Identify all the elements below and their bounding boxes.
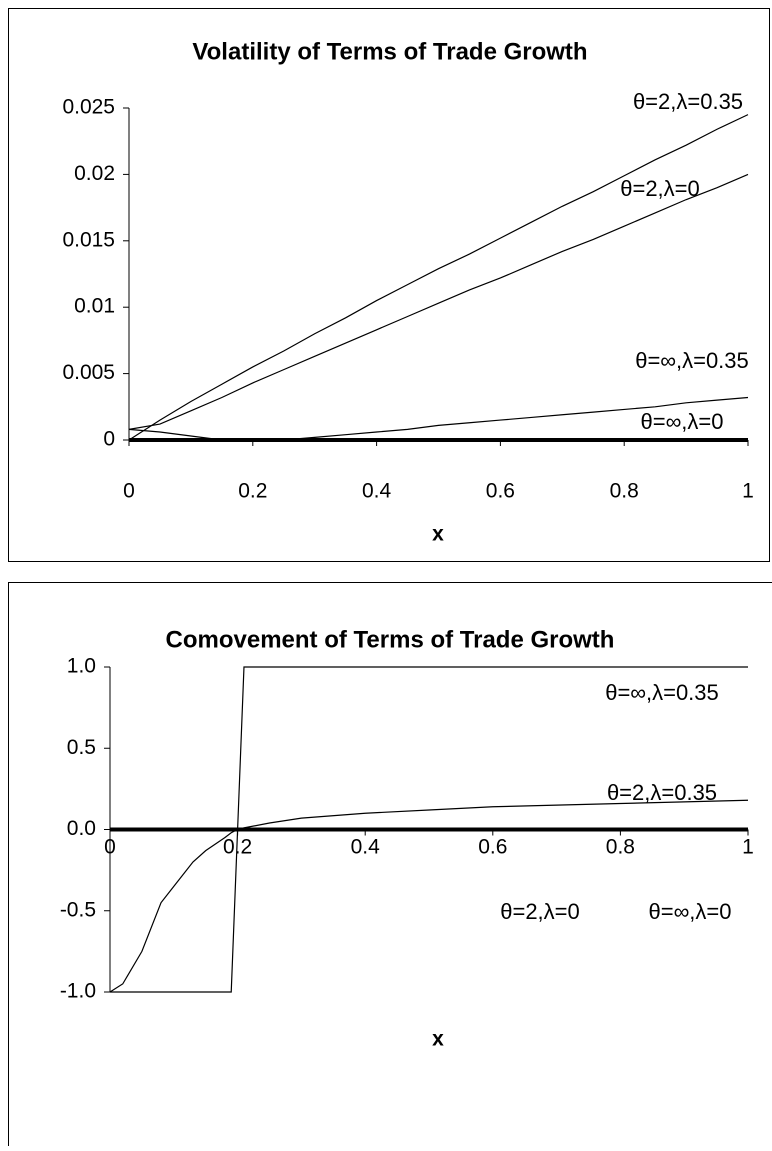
x-tick-label: 0.6 <box>478 836 507 859</box>
x-tick-label: 0 <box>123 480 135 503</box>
y-tick-label: 0.025 <box>62 96 115 119</box>
y-tick-label: -0.5 <box>60 898 96 921</box>
x-tick-label: 0 <box>104 836 116 859</box>
y-tick-label: 1.0 <box>67 655 96 678</box>
x-tick-label: 0.2 <box>238 480 267 503</box>
y-tick-label: 0.02 <box>74 162 115 185</box>
y-tick-label: 0.0 <box>67 817 96 840</box>
series-label: θ=2,λ=0.35 <box>633 89 743 114</box>
series-label: θ=∞,λ=0 <box>641 409 724 434</box>
series-label: θ=∞,λ=0 <box>649 899 732 924</box>
x-tick-label: 0.6 <box>486 480 515 503</box>
series-label: θ=∞,λ=0.35 <box>605 680 719 705</box>
series-label: θ=∞,λ=0.35 <box>635 348 749 373</box>
x-tick-label: 0.4 <box>351 836 381 859</box>
y-tick-label: -1.0 <box>60 980 96 1003</box>
chart-title: Comovement of Terms of Trade Growth <box>166 626 615 653</box>
x-tick-label: 0.8 <box>606 836 635 859</box>
y-tick-label: 0.015 <box>62 228 115 251</box>
series-label: θ=2,λ=0.35 <box>607 780 717 805</box>
x-tick-label: 0.8 <box>610 480 639 503</box>
x-axis-label: x <box>432 1028 444 1051</box>
x-tick-label: 0.4 <box>362 480 392 503</box>
x-axis-label: x <box>432 523 444 546</box>
y-tick-label: 0.005 <box>62 361 115 384</box>
series-label: θ=2,λ=0 <box>620 176 700 201</box>
line-series <box>129 115 748 440</box>
x-tick-label: 1 <box>742 480 754 503</box>
x-tick-label: 1 <box>742 836 754 859</box>
y-tick-label: 0 <box>103 428 115 451</box>
y-tick-label: 0.01 <box>74 295 115 318</box>
line-series <box>129 174 748 429</box>
chart-title: Volatility of Terms of Trade Growth <box>192 38 587 65</box>
y-tick-label: 0.5 <box>67 736 96 759</box>
series-label: θ=2,λ=0 <box>500 899 580 924</box>
